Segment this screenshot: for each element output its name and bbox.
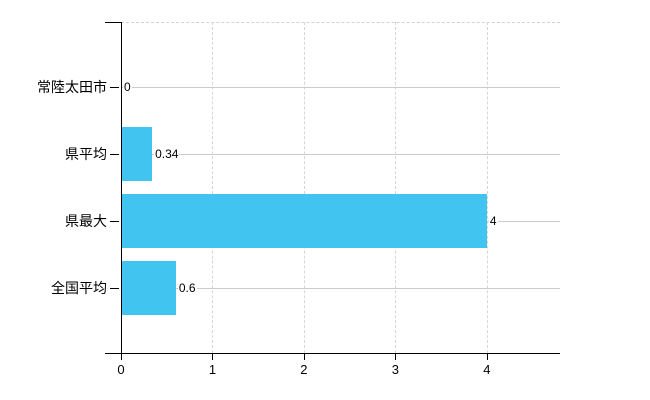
bar-row: 0.34	[121, 127, 560, 181]
vertical-gridline	[486, 22, 488, 353]
x-axis-tick-label: 2	[300, 362, 308, 377]
value-label: 0	[123, 80, 132, 94]
vertical-gridline	[395, 22, 397, 353]
horizontal-gridline	[121, 154, 560, 155]
y-axis	[121, 22, 122, 358]
x-axis-tick-label: 4	[483, 362, 491, 377]
plot-area: 0 0.34 4 0.6	[121, 22, 560, 353]
x-axis-tick	[303, 354, 305, 360]
y-axis-tick	[110, 288, 119, 289]
category-label: 常陸太田市	[37, 79, 107, 95]
x-axis-tick-label: 3	[391, 362, 399, 377]
horizontal-gridline	[121, 288, 560, 289]
bar-row: 4	[121, 194, 560, 248]
horizontal-gridline	[121, 87, 560, 88]
x-axis-tick	[395, 354, 397, 360]
bar-row: 0.6	[121, 261, 560, 315]
x-axis-tick	[486, 354, 488, 360]
bar	[121, 127, 153, 181]
plot-top-gridline	[121, 22, 560, 23]
value-label: 0.34	[154, 147, 180, 161]
y-axis-tick	[110, 154, 119, 155]
category-label: 県最大	[65, 213, 107, 229]
bar	[121, 194, 487, 248]
vertical-gridline	[212, 22, 214, 353]
y-axis-top-tick	[105, 22, 121, 23]
value-label: 0.6	[177, 281, 197, 295]
bar	[121, 261, 176, 315]
x-axis-tick-label: 1	[208, 362, 217, 377]
x-axis-tick-label: 0	[117, 362, 125, 377]
x-axis-tick	[212, 354, 214, 360]
y-axis-tick	[110, 221, 119, 222]
x-axis-tick	[121, 354, 122, 360]
x-axis	[105, 353, 560, 354]
y-axis-tick	[110, 87, 119, 88]
value-label: 4	[488, 214, 498, 228]
category-label: 県平均	[65, 146, 107, 162]
bar-row: 0	[121, 60, 560, 114]
vertical-gridline	[303, 22, 305, 353]
category-label: 全国平均	[51, 280, 107, 296]
